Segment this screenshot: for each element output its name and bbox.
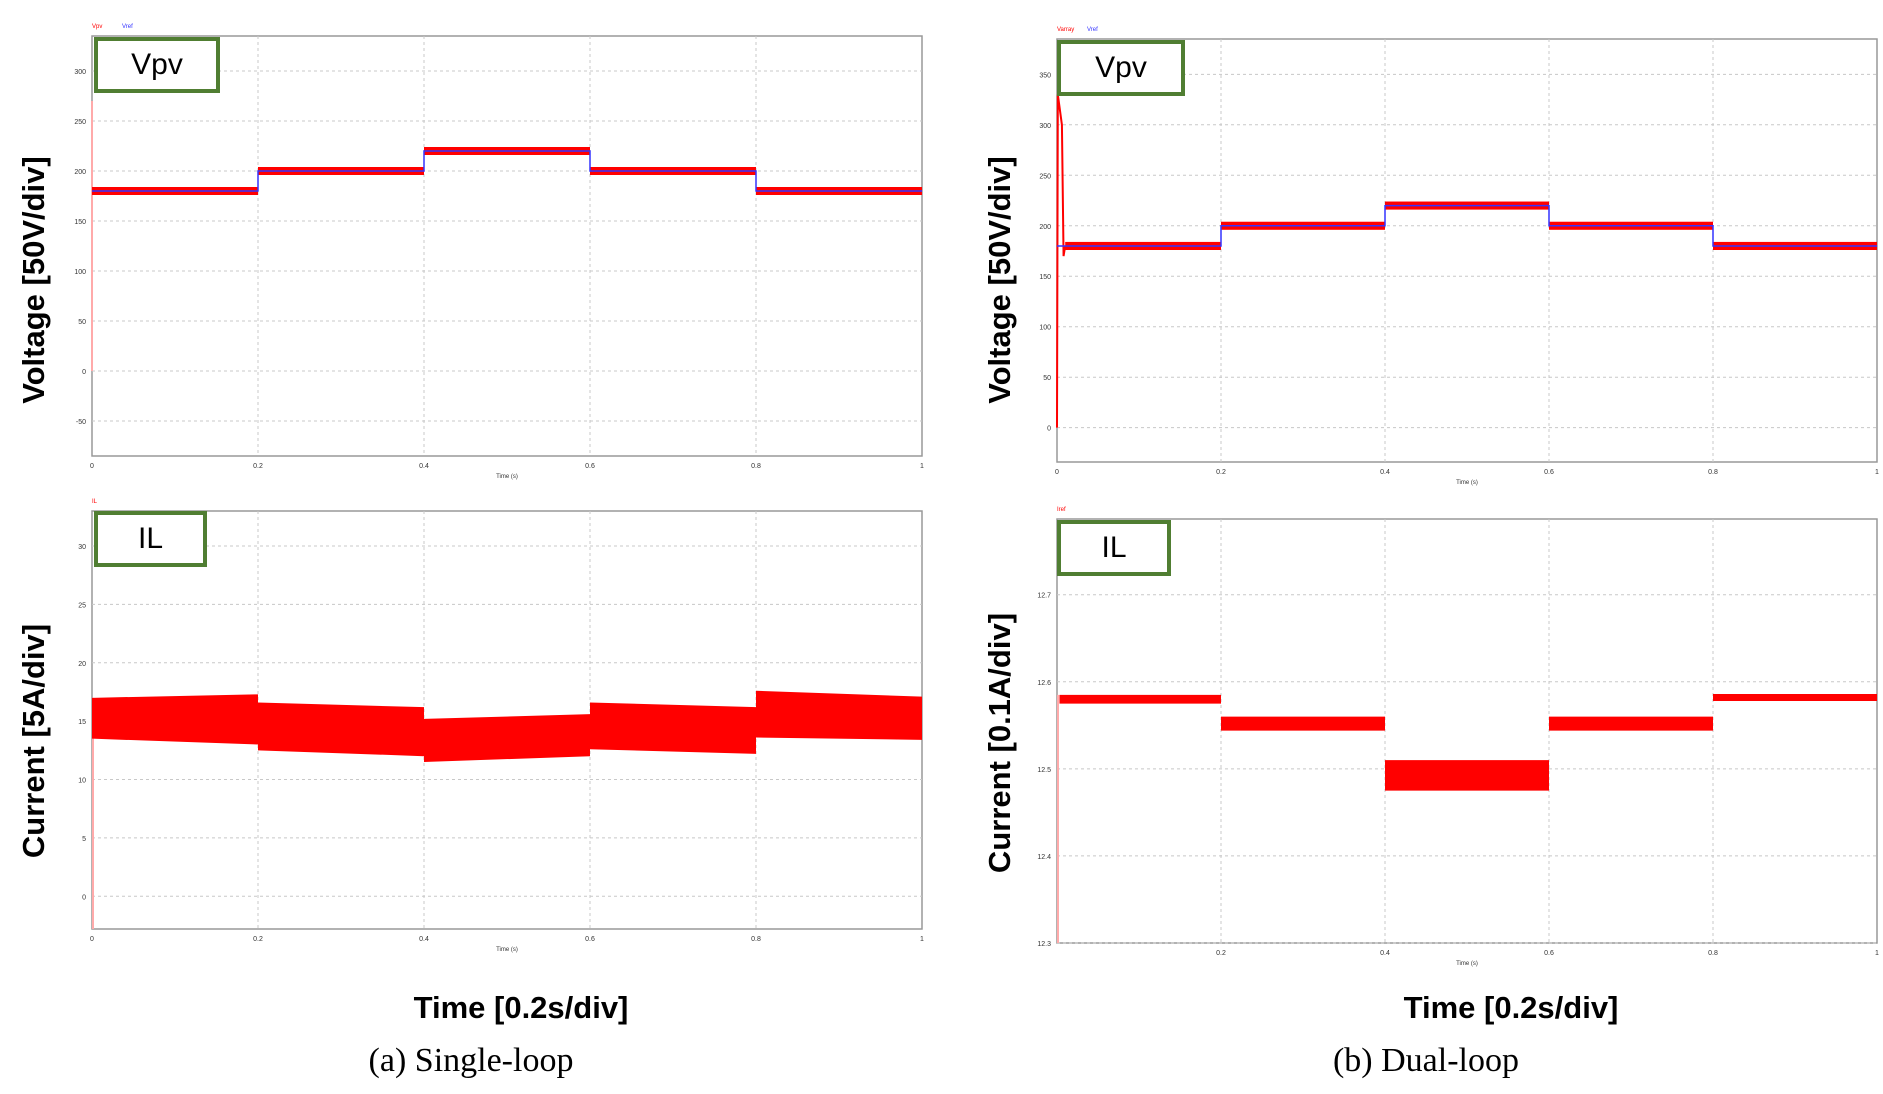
y-tick-label: 100 <box>74 269 86 276</box>
x-axis-small-label: Time (s) <box>1456 961 1478 967</box>
x-tick-label: 0.8 <box>1708 469 1718 476</box>
y-tick-label: 12.6 <box>1037 680 1051 687</box>
reference-line <box>1057 204 1877 247</box>
current-band-1 <box>258 702 424 757</box>
x-tick-label: 0.2 <box>1216 469 1226 476</box>
xlabel-dual: Time [0.2s/div] <box>1403 990 1619 1025</box>
x-tick-label: 0.2 <box>253 463 263 470</box>
y-tick-label: 20 <box>78 661 86 668</box>
y-tick-label: 250 <box>74 119 86 126</box>
tag-il-single: IL <box>94 511 207 567</box>
y-tick-label: 0 <box>1047 426 1051 433</box>
x-tick-label: 1 <box>1875 950 1879 957</box>
current-band-4 <box>756 690 922 740</box>
y-tick-label: 250 <box>1039 173 1051 180</box>
x-tick-label: 0 <box>1055 469 1059 476</box>
y-tick-label: 5 <box>82 836 86 843</box>
legend-entry: IL <box>92 499 98 505</box>
y-tick-label: 200 <box>74 169 86 176</box>
legend-entry: Vref <box>1087 27 1098 33</box>
x-tick-label: 0.6 <box>1544 950 1554 957</box>
xlabel-single: Time [0.2s/div] <box>413 990 629 1025</box>
startup-transient <box>1056 94 1067 428</box>
y-tick-label: 0 <box>82 894 86 901</box>
x-tick-label: 1 <box>1875 469 1879 476</box>
x-tick-label: 0.2 <box>253 936 263 943</box>
tag-vpv-dual: Vpv <box>1057 40 1185 96</box>
x-tick-label: 0.6 <box>585 463 595 470</box>
y-tick-label: 50 <box>78 319 86 326</box>
y-tick-label: 300 <box>1039 123 1051 130</box>
x-tick-label: 0.2 <box>1216 950 1226 957</box>
tag-vpv-single: Vpv <box>94 37 220 93</box>
y-tick-label: 25 <box>78 602 86 609</box>
plot-area <box>91 35 923 457</box>
y-tick-label: 30 <box>78 544 86 551</box>
x-tick-label: 0.8 <box>1708 950 1718 957</box>
ylabel-single-voltage: Voltage [50V/div] <box>16 156 51 404</box>
x-tick-label: 0.4 <box>419 463 429 470</box>
y-tick-label: 100 <box>1039 325 1051 332</box>
x-tick-label: 0 <box>90 463 94 470</box>
y-tick-label: 150 <box>1039 274 1051 281</box>
current-band-2 <box>1385 760 1549 791</box>
ylabel-dual-current: Current [0.1A/div] <box>982 612 1017 874</box>
x-tick-label: 0.8 <box>751 936 761 943</box>
current-band-2 <box>424 714 590 763</box>
y-tick-label: 200 <box>1039 224 1051 231</box>
plot-area <box>1056 518 1878 944</box>
legend-entry: Vpv <box>92 24 102 30</box>
current-band-4 <box>1713 693 1877 701</box>
x-tick-label: 0 <box>90 936 94 943</box>
y-tick-label: 10 <box>78 778 86 785</box>
x-axis-small-label: Time (s) <box>496 947 518 953</box>
x-tick-label: 1 <box>920 463 924 470</box>
y-tick-label: 0 <box>82 369 86 376</box>
x-tick-label: 0.8 <box>751 463 761 470</box>
x-axis-small-label: Time (s) <box>1456 480 1478 486</box>
y-tick-label: 12.7 <box>1037 593 1051 600</box>
x-tick-label: 1 <box>920 936 924 943</box>
x-tick-label: 0.4 <box>1380 950 1390 957</box>
current-band-1 <box>1221 716 1385 731</box>
legend-entry: Varray <box>1057 27 1074 33</box>
current-band-0 <box>1059 694 1221 704</box>
current-band-0 <box>92 694 258 745</box>
y-tick-label: 12.3 <box>1037 941 1051 948</box>
current-band-3 <box>1549 716 1713 731</box>
tag-il-dual: IL <box>1057 520 1171 576</box>
y-tick-label: 12.5 <box>1037 767 1051 774</box>
legend-entry: Iref <box>1057 507 1066 513</box>
reference-line <box>92 150 922 192</box>
y-tick-label: 150 <box>74 219 86 226</box>
chart-0: -50 0 50 100 150 200 250 300 0 0.2 0.4 0.6 0.8 1 Time … <box>74 24 924 480</box>
x-tick-label: 0.4 <box>419 936 429 943</box>
y-tick-label: 50 <box>1043 375 1051 382</box>
ylabel-single-current: Current [5A/div] <box>16 623 51 859</box>
y-tick-label: 350 <box>1039 72 1051 79</box>
legend-entry: Vref <box>122 24 133 30</box>
x-axis-small-label: Time (s) <box>496 474 518 480</box>
x-tick-label: 0.6 <box>585 936 595 943</box>
x-tick-label: 0.4 <box>1380 469 1390 476</box>
current-band-3 <box>590 702 756 754</box>
chart-3: 12.3 12.4 12.5 12.6 12.7 0.2 0.4 0.6 0.8 1 Time (s… <box>1037 507 1879 967</box>
x-tick-label: 0.6 <box>1544 469 1554 476</box>
chart-2: 0 50 100 150 200 250 300 350 0 0.2 0.4 0.6 0.8 1 Time … <box>1039 27 1879 486</box>
y-tick-label: 15 <box>78 719 86 726</box>
y-tick-label: -50 <box>76 419 86 426</box>
caption-single: (a) Single-loop <box>368 1042 574 1079</box>
ylabel-dual-voltage: Voltage [50V/div] <box>982 156 1017 404</box>
y-tick-label: 12.4 <box>1037 854 1051 861</box>
plot-area <box>1056 38 1878 463</box>
chart-1: 0 5 10 15 20 25 30 0 0.2 0.4 0.6 0.8 1 Time (s) IL <box>78 499 924 953</box>
y-tick-label: 300 <box>74 69 86 76</box>
caption-dual: (b) Dual-loop <box>1332 1042 1519 1079</box>
